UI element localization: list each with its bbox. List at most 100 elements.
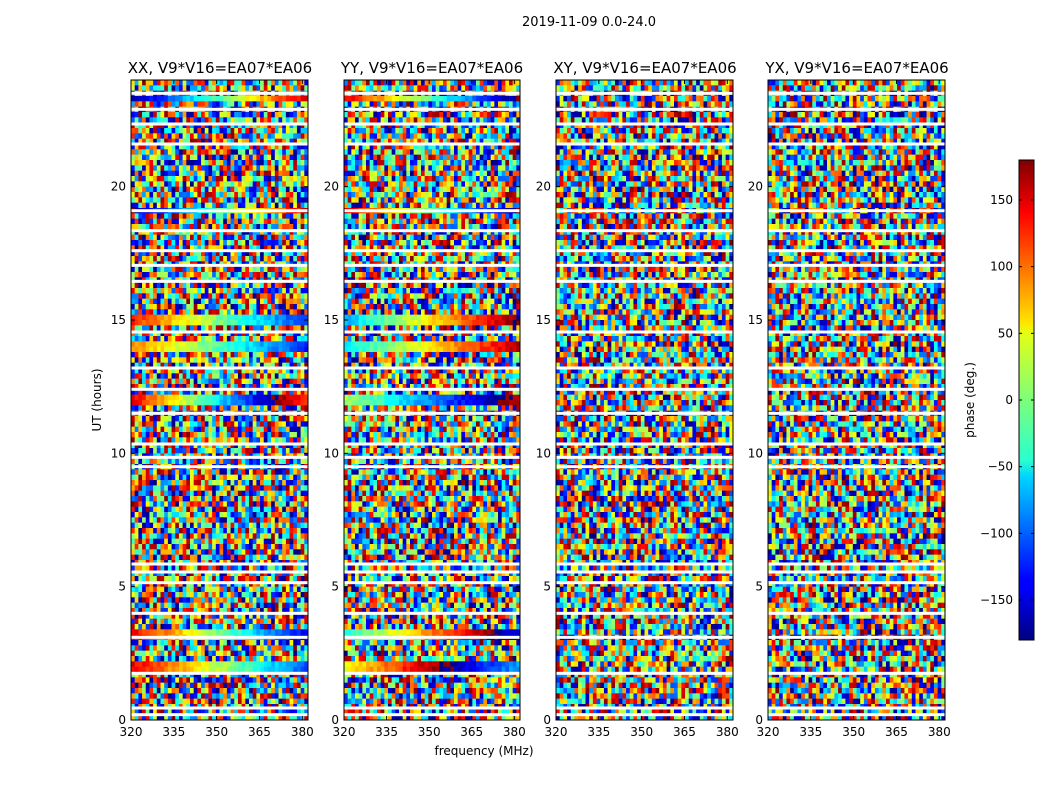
heatmap-cell [282, 192, 287, 198]
heatmap-cell [267, 117, 272, 123]
heatmap-cell [219, 352, 224, 358]
heatmap-cell [164, 80, 169, 86]
heatmap-cell [190, 320, 194, 326]
heatmap-cell [197, 149, 202, 155]
heatmap-cell [241, 384, 246, 390]
heatmap-cell [149, 309, 154, 315]
heatmap-cell [271, 80, 276, 86]
heatmap-cell [182, 352, 187, 358]
heatmap-cell [156, 597, 161, 603]
heatmap-cell [149, 165, 154, 171]
heatmap-cell [230, 213, 235, 219]
heatmap-cell [260, 298, 265, 305]
heatmap-cell [274, 533, 279, 539]
heatmap-cell [145, 469, 150, 475]
heatmap-cell [219, 314, 224, 321]
heatmap-cell [263, 144, 268, 150]
heatmap-cell [249, 341, 253, 347]
heatmap-cell [153, 384, 158, 390]
heatmap-cell [296, 186, 301, 193]
heatmap-cell [237, 416, 242, 422]
heatmap-cell [234, 528, 239, 534]
heatmap-cell [156, 282, 161, 289]
heatmap-cell [223, 176, 228, 182]
heatmap-cell [167, 528, 172, 534]
heatmap-cell [289, 474, 294, 481]
heatmap-cell [267, 474, 272, 481]
heatmap-cell [300, 565, 305, 571]
heatmap-cell [142, 245, 147, 251]
heatmap-cell [237, 405, 242, 411]
heatmap-cell [186, 480, 191, 486]
heatmap-cell [208, 293, 213, 299]
heatmap-cell [249, 528, 253, 534]
heatmap-cell [197, 117, 202, 123]
heatmap-cell [204, 565, 209, 571]
heatmap-cell [164, 304, 169, 310]
heatmap-cell [178, 138, 183, 145]
heatmap-cell [260, 309, 265, 315]
heatmap-cell [142, 170, 147, 177]
heatmap-cell [215, 586, 220, 593]
heatmap-cell [226, 528, 231, 534]
heatmap-cell [304, 234, 309, 241]
heatmap-cell [153, 112, 158, 118]
heatmap-cell [237, 234, 242, 241]
heatmap-cell [271, 256, 276, 262]
heatmap-cell [142, 576, 147, 582]
heatmap-cell [178, 181, 183, 187]
heatmap-cell [267, 170, 272, 177]
heatmap-cell [138, 416, 143, 422]
heatmap-cell [164, 576, 169, 582]
heatmap-cell [285, 506, 290, 513]
heatmap-cell [285, 480, 290, 486]
heatmap-cell [256, 336, 261, 342]
heatmap-cell [186, 192, 191, 198]
heatmap-cell [282, 522, 287, 529]
heatmap-cell [226, 314, 231, 321]
heatmap-cell [142, 629, 147, 635]
heatmap-cell [153, 325, 158, 331]
heatmap-cell [175, 144, 180, 150]
heatmap-cell [134, 272, 139, 278]
heatmap-cell [267, 272, 272, 278]
heatmap-cell [274, 320, 279, 326]
heatmap-cell [160, 186, 165, 193]
heatmap-cell [175, 325, 180, 331]
heatmap-cell [252, 565, 257, 571]
heatmap-cell [182, 400, 187, 406]
heatmap-cell [178, 96, 183, 102]
heatmap-cell [190, 613, 194, 619]
heatmap-cell [260, 421, 265, 427]
heatmap-cell [267, 480, 272, 486]
heatmap-cells-xx [131, 80, 309, 721]
heatmap-cell [252, 314, 257, 321]
heatmap-cell [164, 112, 169, 118]
heatmap-cell [201, 538, 206, 545]
heatmap-cell [285, 613, 290, 619]
heatmap-cell [134, 149, 139, 155]
heatmap-cell [241, 314, 246, 321]
heatmap-cell [245, 250, 250, 257]
heatmap-cell [142, 112, 147, 118]
heatmap-cell [175, 506, 180, 513]
heatmap-cell [178, 256, 183, 262]
heatmap-cell [164, 400, 169, 406]
heatmap-cell [153, 256, 158, 262]
heatmap-cell [201, 250, 206, 257]
heatmap-cell [178, 314, 183, 321]
heatmap-cell [215, 421, 220, 427]
heatmap-cell [182, 314, 187, 321]
heatmap-cell [186, 112, 191, 118]
heatmap-cell [193, 192, 198, 198]
heatmap-cell [223, 448, 228, 454]
heatmap-cell [278, 426, 283, 433]
heatmap-cell [167, 544, 172, 550]
heatmap-cell [252, 512, 257, 518]
heatmap-cell [263, 426, 268, 433]
heatmap-cell [263, 272, 268, 278]
heatmap-cell [300, 373, 305, 379]
heatmap-cell [186, 368, 191, 374]
heatmap-cell [256, 346, 261, 353]
heatmap-cell [164, 426, 169, 433]
